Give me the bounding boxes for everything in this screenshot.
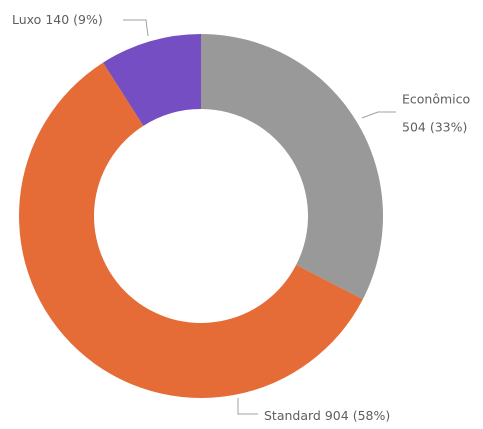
donut-slice	[103, 34, 201, 126]
data-label-value: 140 (9%)	[45, 12, 102, 27]
data-label: Standard 904 (58%)	[264, 408, 390, 423]
leader-line	[123, 19, 149, 37]
leader-line	[237, 398, 258, 415]
data-label-value: 504 (33%)	[402, 120, 467, 135]
donut-slice	[18, 62, 363, 399]
leader-line	[361, 111, 396, 119]
data-label-name: Econômico	[402, 92, 470, 107]
donut-slice	[201, 34, 384, 300]
data-label: Luxo 140 (9%)	[12, 12, 103, 27]
data-label-value: 904 (58%)	[325, 408, 390, 423]
data-label-name: Luxo	[12, 12, 41, 27]
data-label-name: Standard	[264, 408, 321, 423]
